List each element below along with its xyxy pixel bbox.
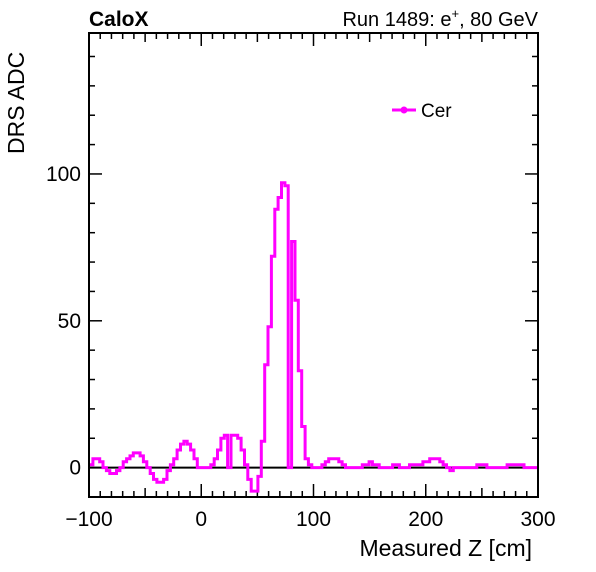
- legend-marker-cer: [400, 106, 408, 114]
- y-tick-label: 50: [58, 310, 81, 333]
- header-right-label: Run 1489: e+, 80 GeV: [342, 6, 538, 31]
- x-tick-labels: −100 0 100 200 300: [65, 508, 555, 531]
- x-tick-label: −100: [65, 508, 112, 531]
- ticks-layer: [88, 33, 539, 498]
- x-tick-label: 200: [408, 508, 443, 531]
- x-tick-label: 300: [520, 508, 555, 531]
- y-tick-labels: 0 50 100: [46, 163, 81, 480]
- legend-label-cer: Cer: [421, 101, 452, 122]
- legend: Cer: [392, 101, 452, 122]
- y-tick-label: 100: [46, 163, 81, 186]
- y-axis-label: DRS ADC: [3, 52, 29, 154]
- y-tick-label: 0: [69, 457, 81, 480]
- header-left-label: CaloX: [89, 8, 149, 31]
- series-line-cer: [89, 181, 538, 493]
- x-axis-label: Measured Z [cm]: [359, 535, 532, 561]
- x-tick-label: 0: [195, 508, 207, 531]
- plot-frame: [88, 32, 539, 498]
- x-tick-label: 100: [296, 508, 331, 531]
